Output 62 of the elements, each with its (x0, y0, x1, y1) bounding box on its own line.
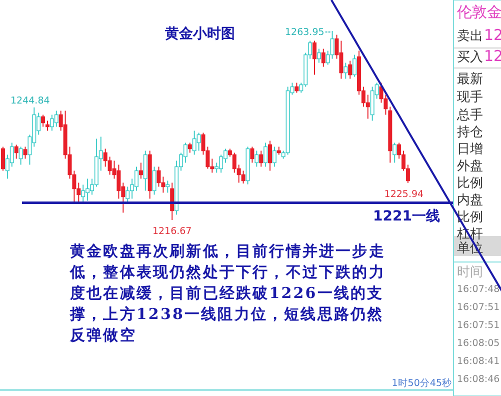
candlestick (54, 110, 58, 128)
candlestick (312, 40, 316, 76)
candlestick (294, 82, 299, 94)
text: 16:07:51 (457, 302, 500, 313)
text: 持仓 (457, 125, 483, 140)
candlestick (348, 60, 352, 80)
annotation: 1244.84 (10, 95, 50, 106)
text: 比例 (457, 176, 483, 191)
text: 16:07:51 (457, 320, 500, 331)
annotation: 1263.95 (285, 27, 324, 38)
text: 外盘 (457, 159, 483, 174)
candlestick (41, 114, 46, 128)
candlestick (250, 146, 254, 164)
text: 内盘 (457, 193, 483, 208)
text: 16:08:46 (457, 374, 500, 385)
candlestick (116, 164, 121, 200)
candlestick (321, 48, 326, 68)
candlestick (344, 62, 348, 80)
candlestick (316, 48, 321, 64)
text: 时间 (457, 265, 483, 280)
candlestick (183, 142, 188, 164)
text: 买入 (457, 50, 483, 65)
candlestick (259, 150, 264, 168)
candlestick (352, 54, 357, 78)
candlestick (81, 184, 86, 204)
candlestick (152, 166, 156, 196)
candlestick (366, 94, 370, 120)
candlestick (330, 30, 334, 60)
candlestick (23, 146, 28, 160)
candlestick (254, 150, 259, 168)
candlestick (268, 140, 272, 172)
candlestick (10, 142, 14, 168)
candlestick (272, 146, 276, 168)
text: 总手 (456, 108, 483, 123)
ref-line-label: 1221一线 (373, 208, 440, 225)
candlestick (166, 180, 170, 194)
text: 伦敦金 (457, 3, 501, 21)
candlestick (264, 142, 268, 168)
candlestick (188, 142, 192, 154)
candlestick (241, 170, 246, 184)
candlestick (196, 132, 201, 152)
candlestick (143, 150, 148, 192)
text: 16:08:05 (457, 338, 500, 349)
chart-title: 黄金小时图 (164, 26, 235, 42)
text: 最新 (457, 72, 483, 87)
text: 16:08:41 (457, 356, 500, 367)
candlestick (392, 142, 397, 164)
annotation: 1225.94 (384, 188, 424, 200)
candlestick (126, 186, 130, 204)
candlestick (156, 166, 161, 188)
text: 卖出 (457, 29, 483, 44)
text: 1时50分45秒 (392, 377, 452, 389)
candlestick (14, 144, 18, 160)
candlestick (18, 146, 23, 166)
text: 日增 (457, 142, 483, 157)
candlestick (0, 146, 5, 172)
text: 16:07:48 (457, 284, 500, 295)
annotation: 1216.67 (152, 226, 192, 237)
text: 现手 (457, 90, 483, 105)
text: 黄金欧盘再次刷新低，目前行情并进一步走低，整体表现仍然处于下行，不过下跌的力度也在减缓，目前已经跌破1226一线的支撑，上方1238一线阻力位，短线思路仍然反弹做空 (70, 241, 386, 346)
candlestick (138, 162, 143, 180)
candlestick (46, 120, 50, 132)
